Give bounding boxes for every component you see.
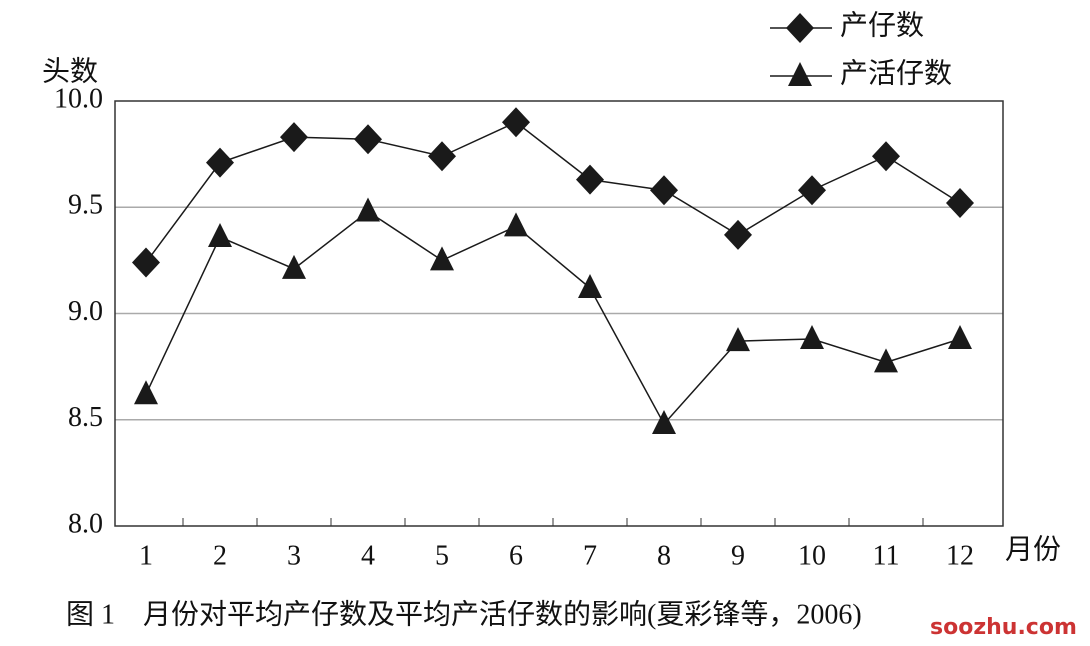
diamond-marker <box>650 175 678 206</box>
diamond-marker <box>206 147 234 178</box>
triangle-marker <box>208 223 232 247</box>
caption: 图 1 月份对平均产仔数及平均产活仔数的影响(夏彩锋等，2006) <box>66 598 862 630</box>
series-line <box>145 121 961 263</box>
x-tick-label: 7 <box>583 540 597 571</box>
triangle-marker <box>948 325 972 349</box>
x-tick-label: 5 <box>435 540 449 571</box>
x-tick-label: 8 <box>657 540 671 571</box>
x-tick-label: 9 <box>731 540 745 571</box>
x-tick-label: 10 <box>798 540 826 571</box>
triangle-marker <box>356 197 380 222</box>
triangle-marker <box>652 410 676 434</box>
triangle-marker <box>134 380 158 405</box>
y-tick-label: 9.0 <box>68 296 103 327</box>
x-tick-label: 3 <box>287 540 301 571</box>
diamond-marker <box>872 141 900 172</box>
plot-frame <box>114 100 1004 527</box>
x-tick-label: 4 <box>361 540 375 571</box>
triangle-marker <box>874 348 898 373</box>
diamond-marker <box>132 247 160 278</box>
y-axis-label: 头数 <box>42 55 98 87</box>
diamond-marker <box>798 175 826 206</box>
diamond-marker <box>280 122 308 153</box>
diamond-marker <box>724 219 752 250</box>
triangle-marker <box>578 274 602 298</box>
triangle-marker <box>800 325 824 349</box>
watermark: soozhu.com <box>930 615 1077 640</box>
triangle-marker <box>430 246 454 271</box>
legend-label: 产仔数 <box>840 9 924 41</box>
y-tick-label: 10.0 <box>54 83 103 114</box>
triangle-marker <box>788 62 812 86</box>
diamond-marker <box>428 141 456 172</box>
triangle-marker <box>726 327 750 352</box>
y-tick-label: 8.0 <box>68 508 103 539</box>
diamond-marker <box>502 107 530 138</box>
y-tick-label: 9.5 <box>68 190 103 221</box>
diamond-marker <box>786 13 814 43</box>
x-tick-label: 1 <box>139 540 153 571</box>
diamond-marker <box>576 164 604 195</box>
diamond-marker <box>946 188 974 218</box>
x-axis-label: 月份 <box>1005 533 1061 565</box>
diamond-marker <box>354 124 382 155</box>
triangle-marker <box>504 212 528 237</box>
x-tick-label: 12 <box>946 540 974 571</box>
x-tick-label: 6 <box>509 540 523 571</box>
legend-label: 产活仔数 <box>840 57 952 89</box>
x-tick-label: 2 <box>213 540 227 571</box>
x-tick-label: 11 <box>873 540 900 571</box>
series-line <box>145 210 961 426</box>
y-tick-label: 8.5 <box>68 402 103 433</box>
triangle-marker <box>282 254 306 279</box>
